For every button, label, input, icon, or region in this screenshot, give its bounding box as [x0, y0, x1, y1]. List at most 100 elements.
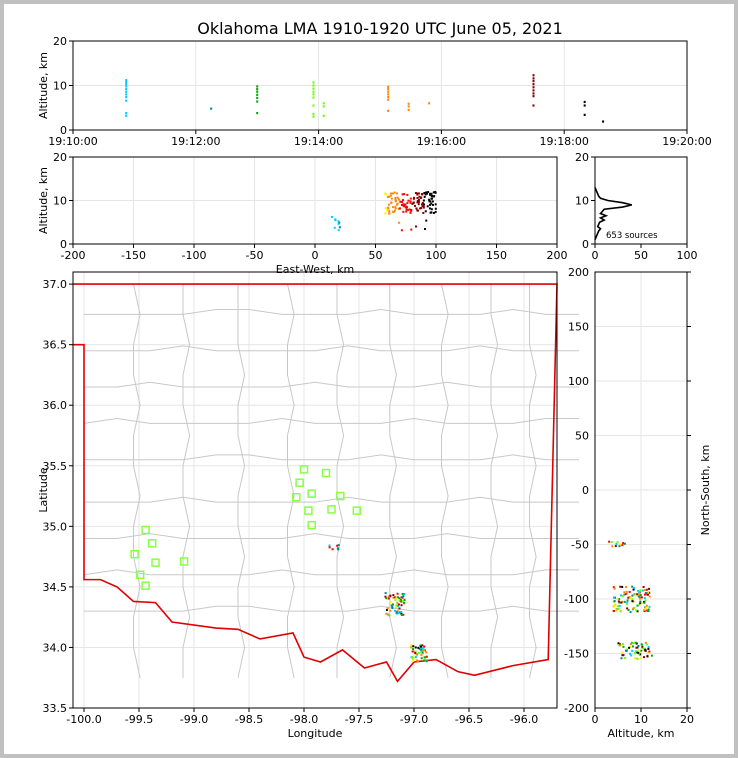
ew-altitude-source — [396, 192, 399, 195]
altitude-ns-source — [640, 643, 643, 646]
ew-altitude-source — [398, 198, 401, 201]
altitude-ns-source — [636, 593, 639, 596]
plan-view-source — [398, 607, 401, 610]
ew-altitude-source — [417, 192, 420, 195]
altitude-ns-source — [631, 641, 634, 644]
altitude-ns-source — [616, 541, 619, 544]
altitude-ns-source — [626, 607, 629, 610]
time-altitude-source — [583, 100, 586, 104]
lma-station-marker — [135, 570, 145, 580]
plan-view-source — [395, 597, 398, 600]
time-altitude-source — [125, 85, 128, 88]
y-tick-label: 35.5 — [43, 460, 68, 473]
altitude-ns-source — [634, 652, 637, 655]
plan-view-source — [412, 660, 415, 663]
y-tick-label: 37.0 — [43, 278, 68, 291]
altitude-ns-source — [645, 588, 648, 591]
y-tick-label: 0 — [60, 238, 67, 251]
altitude-ns-source — [630, 654, 633, 657]
ew-altitude-source — [394, 199, 397, 202]
x-axis-label: Longitude — [288, 727, 343, 740]
ew-altitude-source — [416, 209, 419, 212]
time-altitude-source — [125, 80, 128, 84]
plan-view-source — [384, 592, 387, 595]
altitude-ns-source — [637, 649, 640, 652]
altitude-ns-source — [638, 603, 641, 606]
altitude-ns-source — [626, 599, 629, 602]
altitude-ns-source — [636, 610, 639, 613]
altitude-ns-source — [640, 649, 643, 652]
ew-altitude-source — [389, 194, 392, 197]
altitude-ns-source — [647, 591, 650, 594]
ew-altitude-source — [386, 195, 389, 198]
plan-view-source — [420, 651, 423, 654]
lma-station-marker — [304, 506, 313, 515]
time-altitude-source — [387, 98, 390, 101]
ew-altitude-source — [417, 201, 420, 204]
altitude-ns-source — [631, 598, 634, 601]
axes-frame — [72, 156, 558, 245]
time-altitude-source — [602, 120, 605, 123]
county-line — [237, 284, 246, 678]
altitude-ns-source — [623, 593, 626, 596]
ew-altitude-source — [402, 199, 405, 202]
ew-altitude-source — [401, 200, 404, 203]
altitude-ns-source — [635, 642, 638, 645]
ew-altitude-source — [431, 200, 434, 203]
ew-altitude-source — [403, 193, 406, 196]
plan-view-source — [403, 592, 406, 595]
ew-altitude-source — [396, 202, 399, 205]
plan-view-source — [422, 649, 425, 652]
ew-altitude-source — [384, 212, 387, 215]
ew-altitude-source — [430, 195, 433, 198]
time-altitude-source — [312, 104, 315, 107]
ew-altitude-source — [389, 192, 392, 195]
ew-altitude-source — [412, 202, 415, 205]
plan-view-source — [415, 653, 418, 656]
ew-altitude-source — [419, 207, 422, 210]
time-altitude-source — [256, 87, 259, 91]
y-tick-label: 36.5 — [43, 339, 68, 352]
ew-altitude-source — [387, 207, 390, 210]
plan-view-source — [421, 644, 424, 647]
ew-altitude-source — [402, 210, 405, 213]
plan-view-source — [419, 644, 422, 647]
ew-altitude-source — [410, 209, 413, 212]
plan-view-source — [423, 656, 426, 659]
county-line — [84, 533, 579, 539]
county-line — [490, 284, 499, 678]
ew-altitude-source — [398, 207, 401, 210]
altitude-ns-source — [648, 595, 651, 598]
ew-altitude-source — [432, 212, 435, 215]
altitude-ns-source — [631, 585, 634, 588]
county-line — [389, 284, 397, 678]
x-tick-label: 100 — [677, 249, 698, 262]
time-altitude-source — [125, 111, 128, 115]
y-tick-label: 10 — [53, 80, 67, 93]
ew-altitude-source — [432, 195, 435, 198]
ew-altitude-source — [434, 190, 437, 193]
ew-altitude-source — [432, 191, 435, 194]
ew-altitude-source — [431, 203, 434, 206]
plan-view-source — [414, 656, 417, 659]
ew-altitude-source — [420, 196, 423, 199]
ew-altitude-source — [393, 191, 396, 194]
x-tick-label: -100 — [182, 249, 207, 262]
x-tick-label: 50 — [369, 249, 383, 262]
lma-station-marker — [307, 520, 316, 530]
ew-altitude-source — [407, 199, 410, 202]
plan-view-source — [420, 657, 423, 660]
altitude-ns-source — [613, 600, 616, 603]
plan-view-source — [394, 598, 397, 601]
time-altitude-source — [532, 86, 535, 89]
plan-view-source — [402, 601, 405, 604]
altitude-ns-source — [640, 596, 643, 599]
ew-altitude-source — [422, 199, 425, 202]
ew-altitude-source — [429, 207, 432, 210]
x-tick-label: 20 — [680, 713, 694, 726]
county-line — [84, 496, 579, 503]
altitude-ns-source — [639, 656, 642, 659]
ew-altitude-source — [394, 196, 397, 199]
altitude-ns-source — [648, 587, 651, 590]
source-count-annotation: 653 sources — [606, 231, 658, 241]
